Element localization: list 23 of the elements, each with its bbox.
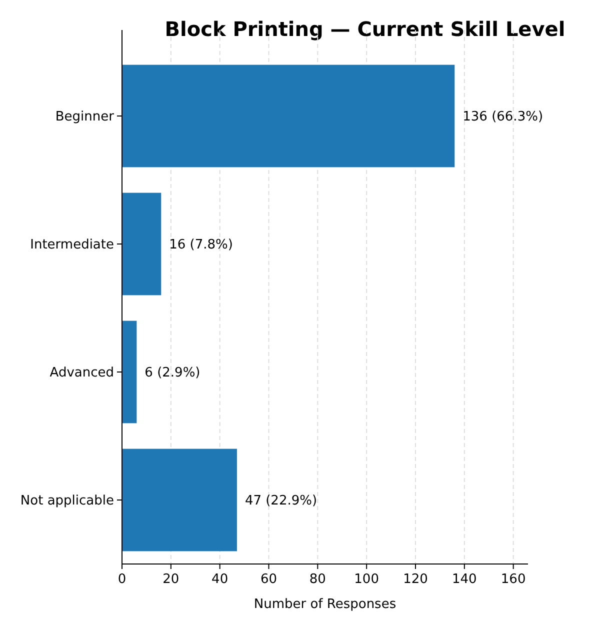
x-tick-label: 60 — [260, 572, 278, 587]
x-tick-label: 0 — [118, 572, 126, 587]
x-tick-label: 20 — [162, 572, 180, 587]
bar — [122, 64, 455, 168]
data-label: 16 (7.8%) — [169, 238, 233, 253]
y-tick-label: Beginner — [55, 110, 115, 125]
x-tick-label: 120 — [403, 572, 428, 587]
x-tick-label: 100 — [354, 572, 379, 587]
data-label: 136 (66.3%) — [462, 110, 544, 125]
data-label: 6 (2.9%) — [144, 366, 200, 381]
y-tick-label: Advanced — [50, 366, 114, 381]
x-tick-label: 140 — [452, 572, 477, 587]
bar — [122, 320, 137, 424]
x-tick-label: 80 — [309, 572, 326, 587]
x-axis-title: Number of Responses — [254, 597, 396, 612]
bar — [122, 192, 162, 296]
chart-title: Block Printing — Current Skill Level — [164, 17, 566, 41]
y-tick-label: Intermediate — [30, 238, 114, 253]
bar — [122, 448, 237, 552]
x-tick-label: 40 — [212, 572, 228, 587]
data-label: 47 (22.9%) — [244, 494, 318, 509]
y-tick-label: Not applicable — [20, 494, 114, 509]
x-tick-label: 160 — [500, 572, 526, 587]
